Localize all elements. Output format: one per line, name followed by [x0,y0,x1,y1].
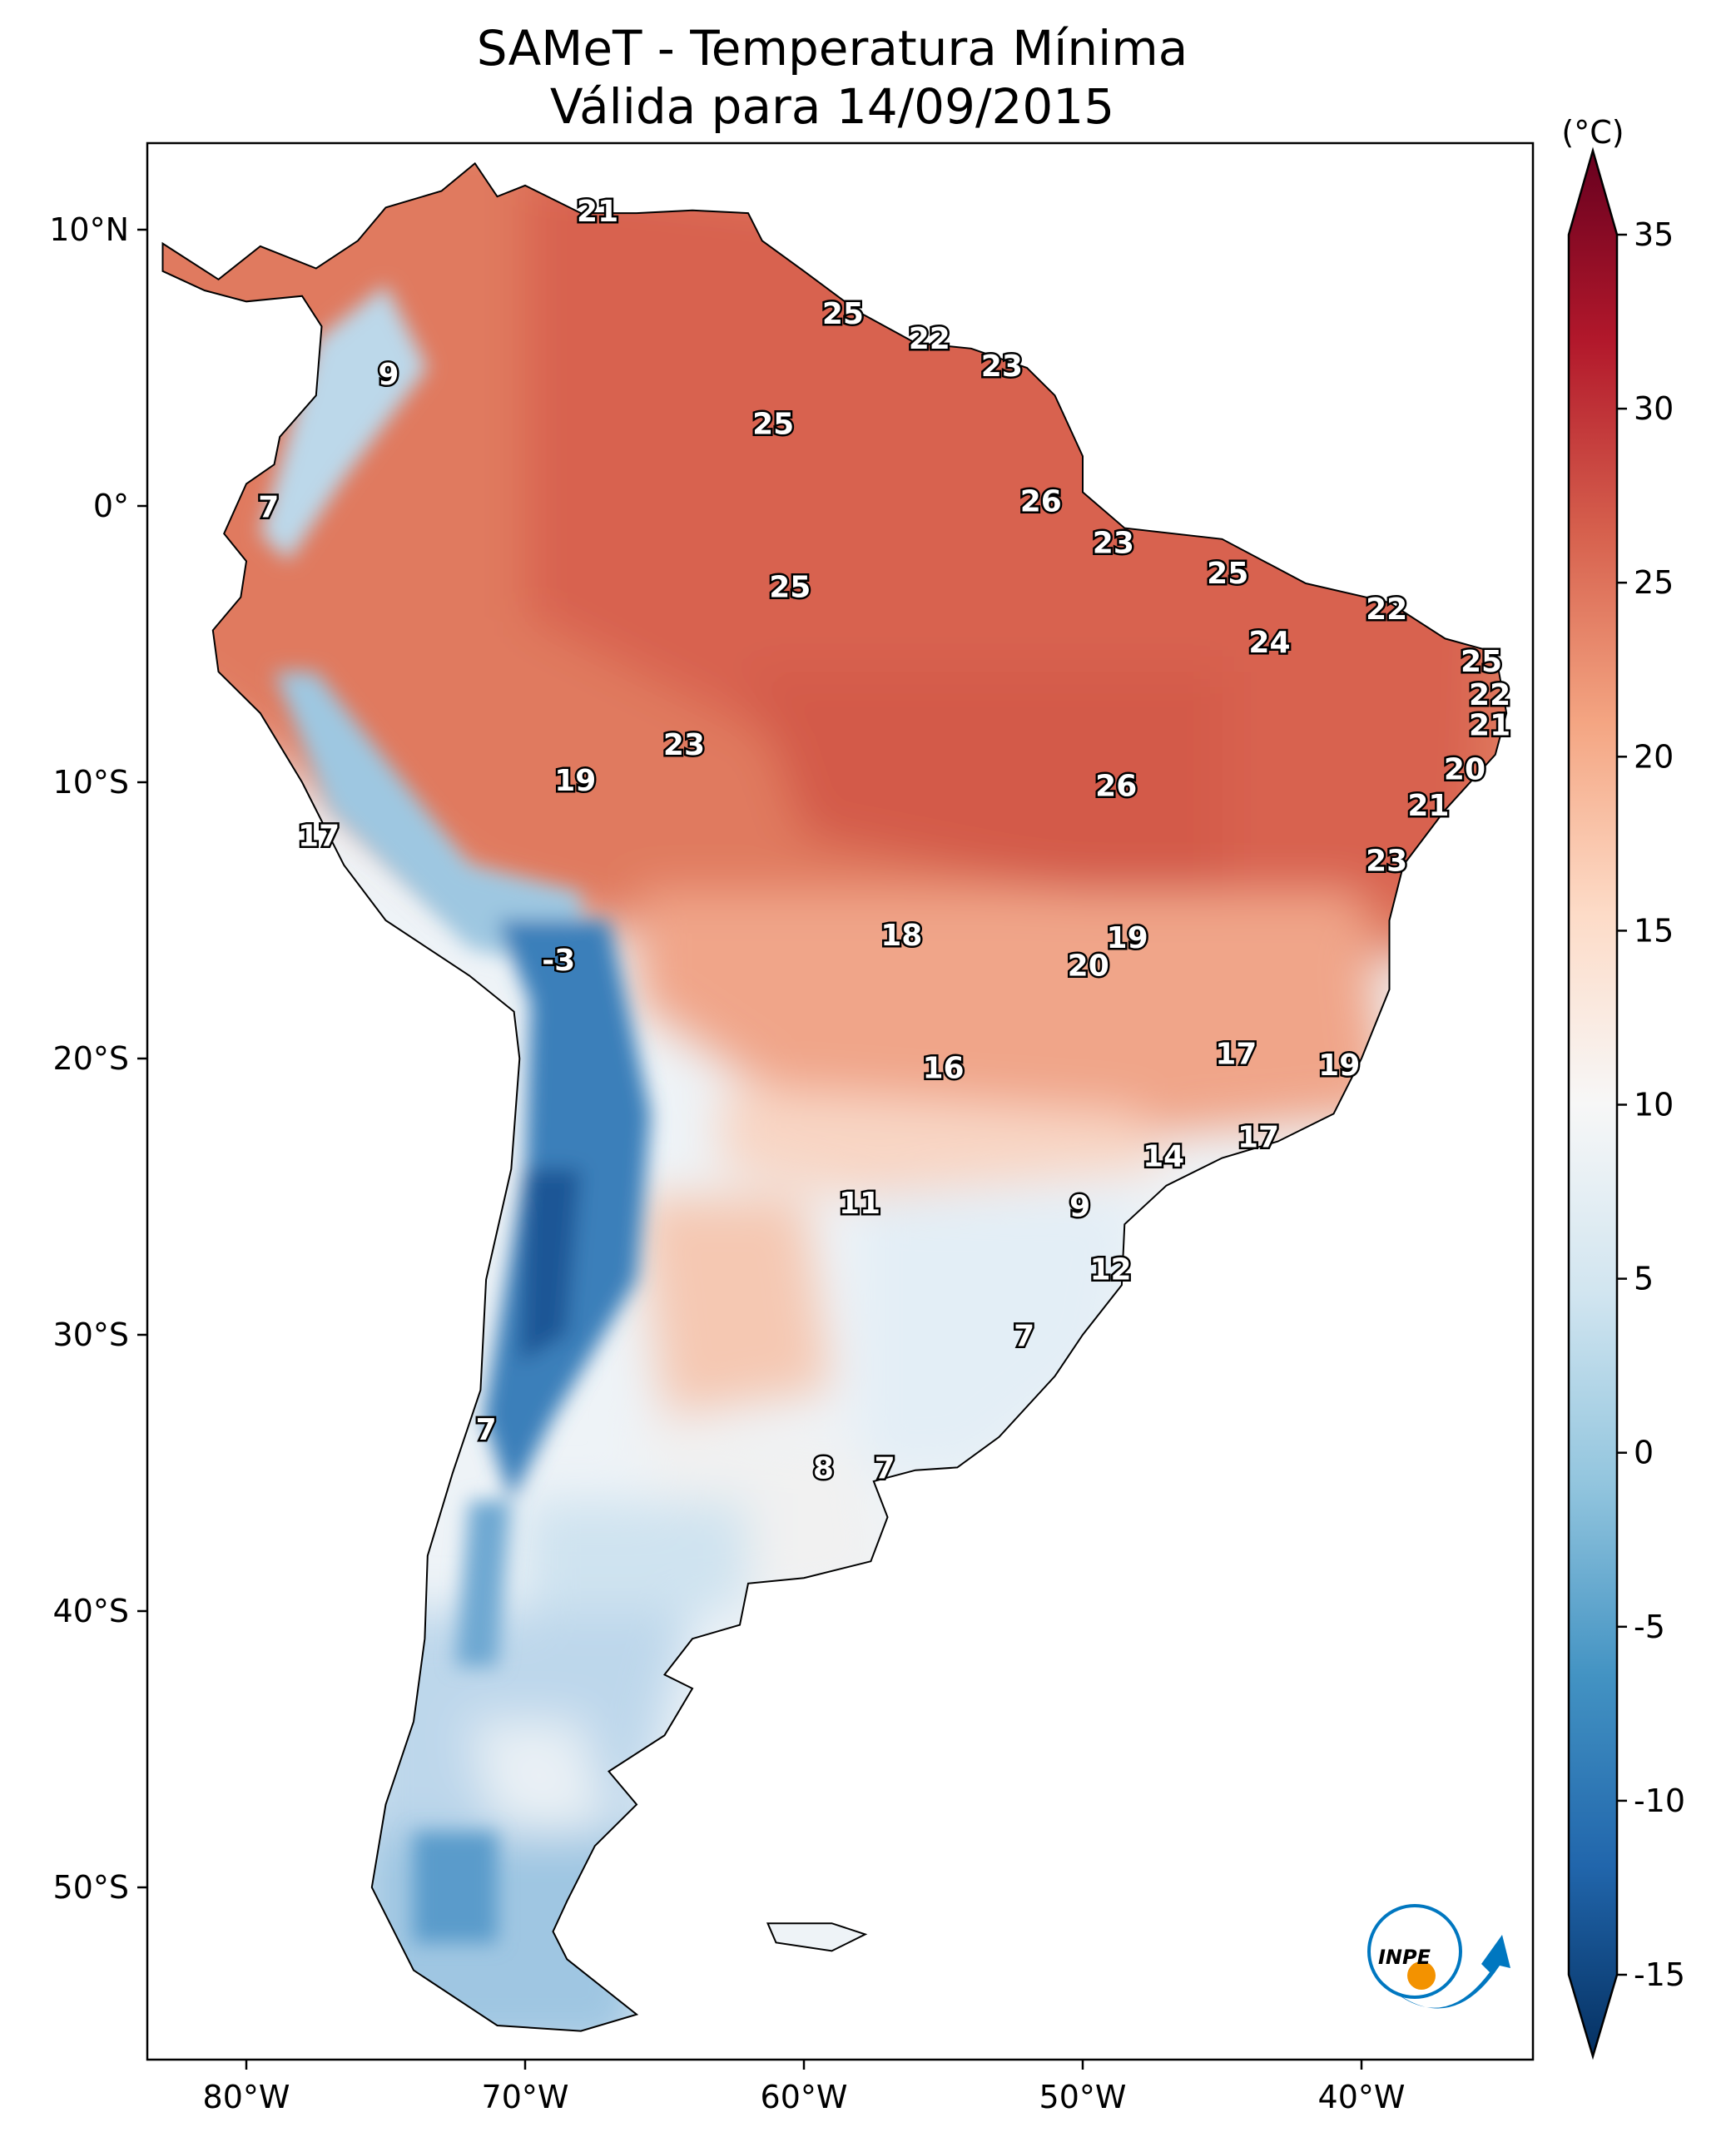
temperature-label: 11 [839,1187,880,1221]
temperature-label: 22 [1469,678,1510,712]
title-line1: SAMeT - Temperatura Mínima [477,20,1188,77]
lat-tick-label: 30°S [53,1316,129,1353]
temperature-label: 22 [1366,593,1407,627]
logo-orange-dot [1407,1961,1436,1990]
temperature-region [720,1086,1167,1197]
colorbar: (°C) 35 30 25 20 15 10 5 0 -5 -10 -15 [1561,114,1685,2060]
colorbar-tick-label: -5 [1634,1609,1665,1645]
temperature-label: 7 [476,1413,497,1447]
colorbar-unit: (°C) [1561,114,1624,151]
lat-tick-label: 50°S [53,1869,129,1906]
inpe-logo: INPE [1367,1904,1510,2009]
temperature-label: 17 [1215,1038,1257,1072]
temperature-label: 21 [1469,709,1510,743]
temperature-label: 7 [258,490,279,524]
temperature-label: 9 [378,358,399,392]
temperature-label: 25 [822,297,864,331]
colorbar-scale [1567,146,1619,2060]
temperature-region [414,1832,498,1943]
temperature-label: -3 [542,944,575,978]
temperature-region [637,1197,832,1418]
temperature-label: 18 [880,919,922,953]
lat-tick-label: 0° [93,488,129,524]
lat-tick-label: 10°S [53,764,129,801]
temperature-label: 25 [752,408,794,442]
logo-text: INPE [1378,1946,1431,1969]
temperature-label: 9 [1069,1189,1090,1223]
temperature-region [525,1500,748,1611]
coastline [161,161,1508,2032]
temperature-label: 20 [1068,949,1109,983]
temperature-region [274,672,581,976]
temperature-label: 19 [554,764,596,798]
temperature-label: 25 [769,571,811,605]
lat-tick-label: 40°S [53,1593,129,1629]
colorbar-tick-label: 20 [1634,738,1674,775]
temperature-label: 12 [1089,1253,1131,1287]
temperature-region [860,1197,1138,1473]
temperature-label: 21 [577,195,618,229]
lat-tick-label: 10°N [49,211,129,248]
map-frame [146,141,1535,2061]
temperature-region [260,285,428,562]
temperature-region [455,1500,512,1667]
temperature-label: 23 [1093,526,1134,560]
colorbar-tick-label: 10 [1634,1087,1674,1123]
temperature-label: 24 [1248,626,1290,660]
latitude-axis: 10°N 0° 10°S 20°S 30°S 40°S 50°S [49,211,147,1906]
temperature-label: 23 [663,728,705,762]
colorbar-tick-label: 15 [1634,912,1674,949]
temperature-label: 23 [981,350,1023,384]
temperature-label: 19 [1107,921,1148,955]
lat-tick-label: 20°S [53,1040,129,1077]
colorbar-tick-label: 25 [1634,564,1674,601]
temperature-region [519,1168,581,1363]
title-line2: Válida para 14/09/2015 [550,78,1114,135]
colorbar-tick-label: -10 [1634,1783,1685,1819]
lon-tick-label: 60°W [761,2079,848,2115]
temperature-label: 14 [1143,1140,1184,1174]
temperature-label: 25 [1207,557,1248,591]
temperature-label: 26 [1095,770,1137,804]
temperature-label: 7 [1014,1319,1034,1353]
temperature-label: 21 [1407,789,1449,823]
logo-ring [1367,1904,1462,1999]
lon-tick-label: 50°W [1039,2079,1127,2115]
colorbar-tick-label: 30 [1634,390,1674,427]
longitude-axis: 80°W 70°W 60°W 50°W 40°W [203,2060,1406,2115]
temperature-label: 17 [298,819,340,853]
colorbar-tick-label: -15 [1634,1956,1685,1993]
colorbar-tick-label: 5 [1634,1261,1654,1297]
temperature-label: 22 [909,322,950,356]
lon-tick-label: 80°W [203,2079,290,2115]
temperature-region [748,672,1223,920]
temperature-label: 23 [1366,844,1407,878]
temperature-label: 16 [922,1051,964,1085]
lon-tick-label: 40°W [1318,2079,1406,2115]
colorbar-tick-label: 0 [1634,1435,1654,1471]
logo-swoosh [1381,1935,1510,2009]
temperature-label: 8 [813,1452,834,1486]
temperature-region [637,892,1390,1142]
temperature-label: 20 [1444,753,1486,787]
temperature-label: 19 [1318,1049,1360,1083]
temperature-label: 26 [1020,485,1062,519]
lon-tick-label: 70°W [482,2079,569,2115]
temperature-label: 7 [875,1452,895,1486]
colorbar-tick-label: 35 [1634,216,1674,253]
temperature-region [469,1721,609,1832]
temperature-label: 17 [1238,1120,1279,1154]
temperature-label: 25 [1461,645,1502,679]
